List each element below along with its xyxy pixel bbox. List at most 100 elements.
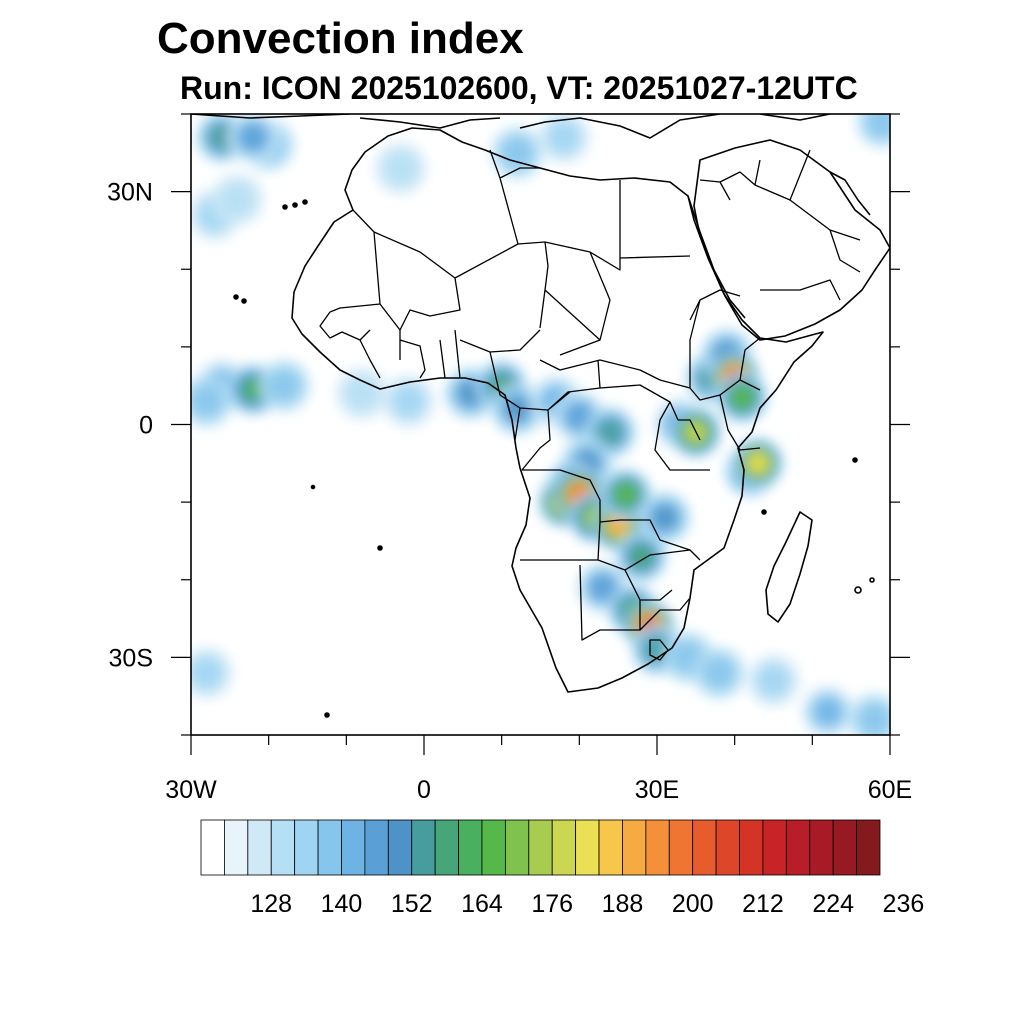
tristan xyxy=(324,712,330,718)
convection-cell xyxy=(383,151,418,186)
africa-coastline xyxy=(291,127,824,693)
colorbar-swatch xyxy=(481,819,506,876)
lat-tick-label: 0 xyxy=(139,412,153,440)
convection-cell xyxy=(756,663,791,698)
axis-tick-labels: 30W 0 30E 60E 30N 0 30S xyxy=(107,179,912,804)
convection-cell xyxy=(746,451,770,475)
convection-cell xyxy=(613,481,639,507)
colorbar-tick-label: 200 xyxy=(672,890,714,918)
colorbar-swatch xyxy=(341,819,366,876)
borders-arabia xyxy=(699,149,861,301)
colorbar-swatch xyxy=(762,819,787,876)
convection-cell xyxy=(391,384,426,419)
colorbar-swatch xyxy=(387,819,413,876)
lon-tick-label: 0 xyxy=(417,776,431,804)
st-helena xyxy=(377,545,383,551)
convection-cell xyxy=(865,114,890,139)
convection-cell xyxy=(729,384,755,410)
convection-cell xyxy=(857,702,890,735)
colorbar-swatch xyxy=(575,819,600,876)
colorbar-tick-label: 236 xyxy=(883,890,925,918)
colorbar-swatch xyxy=(809,819,834,876)
europe-coastline xyxy=(191,114,831,139)
colorbar-labels: 128 140 152 164 176 188 200 212 224 236 xyxy=(250,890,924,918)
colorbar-tick-label: 164 xyxy=(461,890,503,918)
convection-cell xyxy=(220,182,255,217)
colorbar-swatch xyxy=(739,819,764,876)
ascension xyxy=(310,484,316,490)
comoros xyxy=(761,509,767,515)
red-sea-coast xyxy=(687,195,746,319)
cape-verde xyxy=(241,298,247,304)
colorbar-swatch xyxy=(528,819,553,876)
convection-cell xyxy=(546,120,581,155)
seychelles xyxy=(852,457,858,463)
colorbar-tick-label: 224 xyxy=(812,890,854,918)
colorbar-swatch xyxy=(224,819,249,876)
convection-cell xyxy=(239,123,268,152)
borders-north xyxy=(329,149,691,356)
colorbar-swatch xyxy=(317,819,342,876)
convection-cell xyxy=(191,384,224,419)
colorbar-swatch xyxy=(856,819,881,876)
canary-islands xyxy=(292,202,298,208)
colorbar-swatch xyxy=(364,819,389,876)
convection-cell xyxy=(500,135,535,170)
colorbar-tick-label: 188 xyxy=(602,890,644,918)
colorbar-swatch xyxy=(551,819,577,876)
mascarene xyxy=(854,586,862,594)
colorbar-tick-label: 152 xyxy=(391,890,433,918)
colorbar-swatch xyxy=(598,819,623,876)
gulf-coast xyxy=(829,171,871,216)
convection-cell xyxy=(813,697,842,726)
colorbar-tick-label: 140 xyxy=(321,890,363,918)
map-subtitle: Run: ICON 2025102600, VT: 20251027-12UTC xyxy=(180,70,858,106)
lon-tick-label: 30W xyxy=(165,776,217,804)
cape-verde xyxy=(233,294,239,300)
colorbar xyxy=(200,819,881,876)
colorbar-tick-label: 176 xyxy=(531,890,573,918)
madagascar-coastline xyxy=(765,511,813,623)
convection-field xyxy=(191,114,890,735)
convection-cell xyxy=(191,655,224,690)
colorbar-tick-label: 212 xyxy=(742,890,784,918)
borders-south xyxy=(520,469,701,661)
mascarene xyxy=(869,577,875,583)
colorbar-swatch xyxy=(832,819,857,876)
convection-cell xyxy=(596,418,625,447)
convection-cell xyxy=(588,573,617,602)
borders-east xyxy=(654,289,761,471)
colorbar-swatch xyxy=(200,819,225,876)
colorbar-swatch xyxy=(247,819,272,876)
lon-tick-label: 60E xyxy=(868,776,912,804)
coastlines xyxy=(191,114,890,718)
lat-tick-label: 30S xyxy=(109,644,153,672)
convection-cell xyxy=(267,368,302,403)
colorbar-swatch xyxy=(668,819,694,876)
convection-cell xyxy=(650,503,679,532)
colorbar-swatch xyxy=(434,819,459,876)
map-title: Convection index xyxy=(157,14,524,63)
colorbar-swatch xyxy=(270,819,296,876)
canary-islands xyxy=(282,204,288,210)
borders-central xyxy=(459,329,691,471)
colorbar-swatch xyxy=(785,819,811,876)
arabia-coastline xyxy=(693,139,890,341)
canary-islands xyxy=(302,199,308,205)
convection-cell xyxy=(628,543,654,569)
colorbar-swatch xyxy=(294,819,319,876)
colorbar-tick-label: 128 xyxy=(250,890,292,918)
colorbar-swatch xyxy=(622,819,647,876)
colorbar-swatch xyxy=(645,819,670,876)
country-borders xyxy=(319,149,861,661)
lat-tick-label: 30N xyxy=(107,179,153,207)
lon-tick-label: 30E xyxy=(635,776,679,804)
colorbar-swatch xyxy=(504,819,530,876)
colorbar-swatch xyxy=(715,819,740,876)
axis-ticks xyxy=(171,113,910,755)
colorbar-swatch xyxy=(692,819,717,876)
colorbar-swatch xyxy=(411,819,436,876)
convection-cell xyxy=(702,655,737,690)
borders-west xyxy=(319,311,461,379)
